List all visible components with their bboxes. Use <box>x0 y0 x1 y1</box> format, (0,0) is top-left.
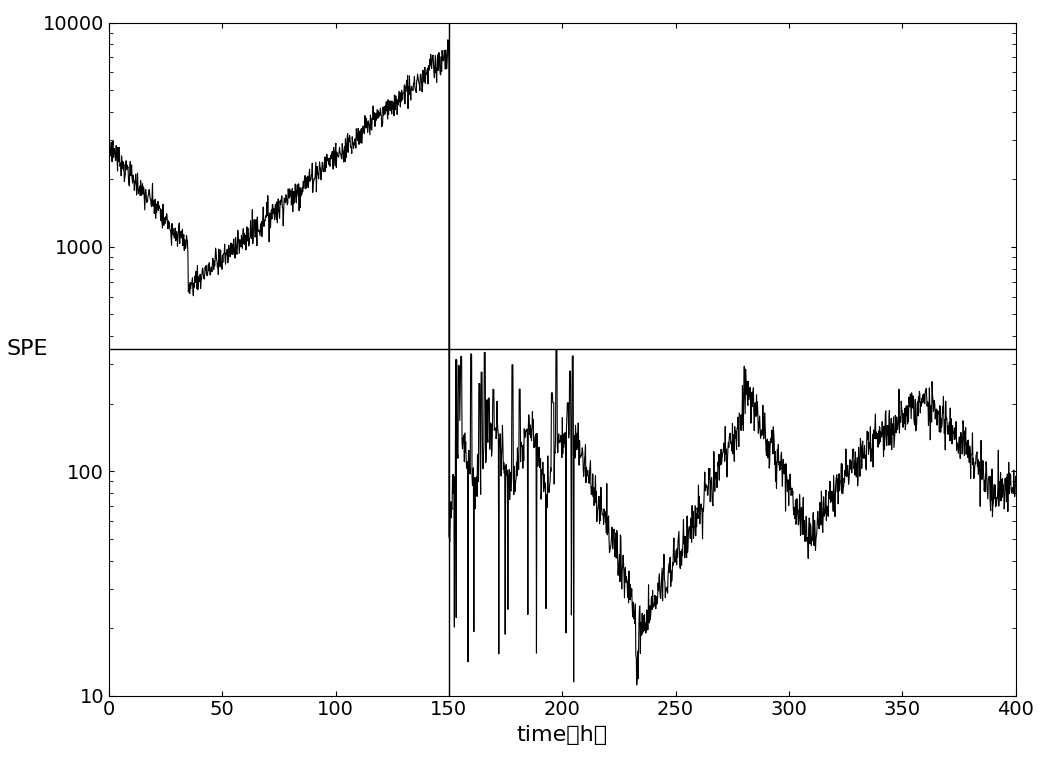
Y-axis label: SPE: SPE <box>6 339 48 359</box>
X-axis label: time（h）: time（h） <box>517 725 607 745</box>
